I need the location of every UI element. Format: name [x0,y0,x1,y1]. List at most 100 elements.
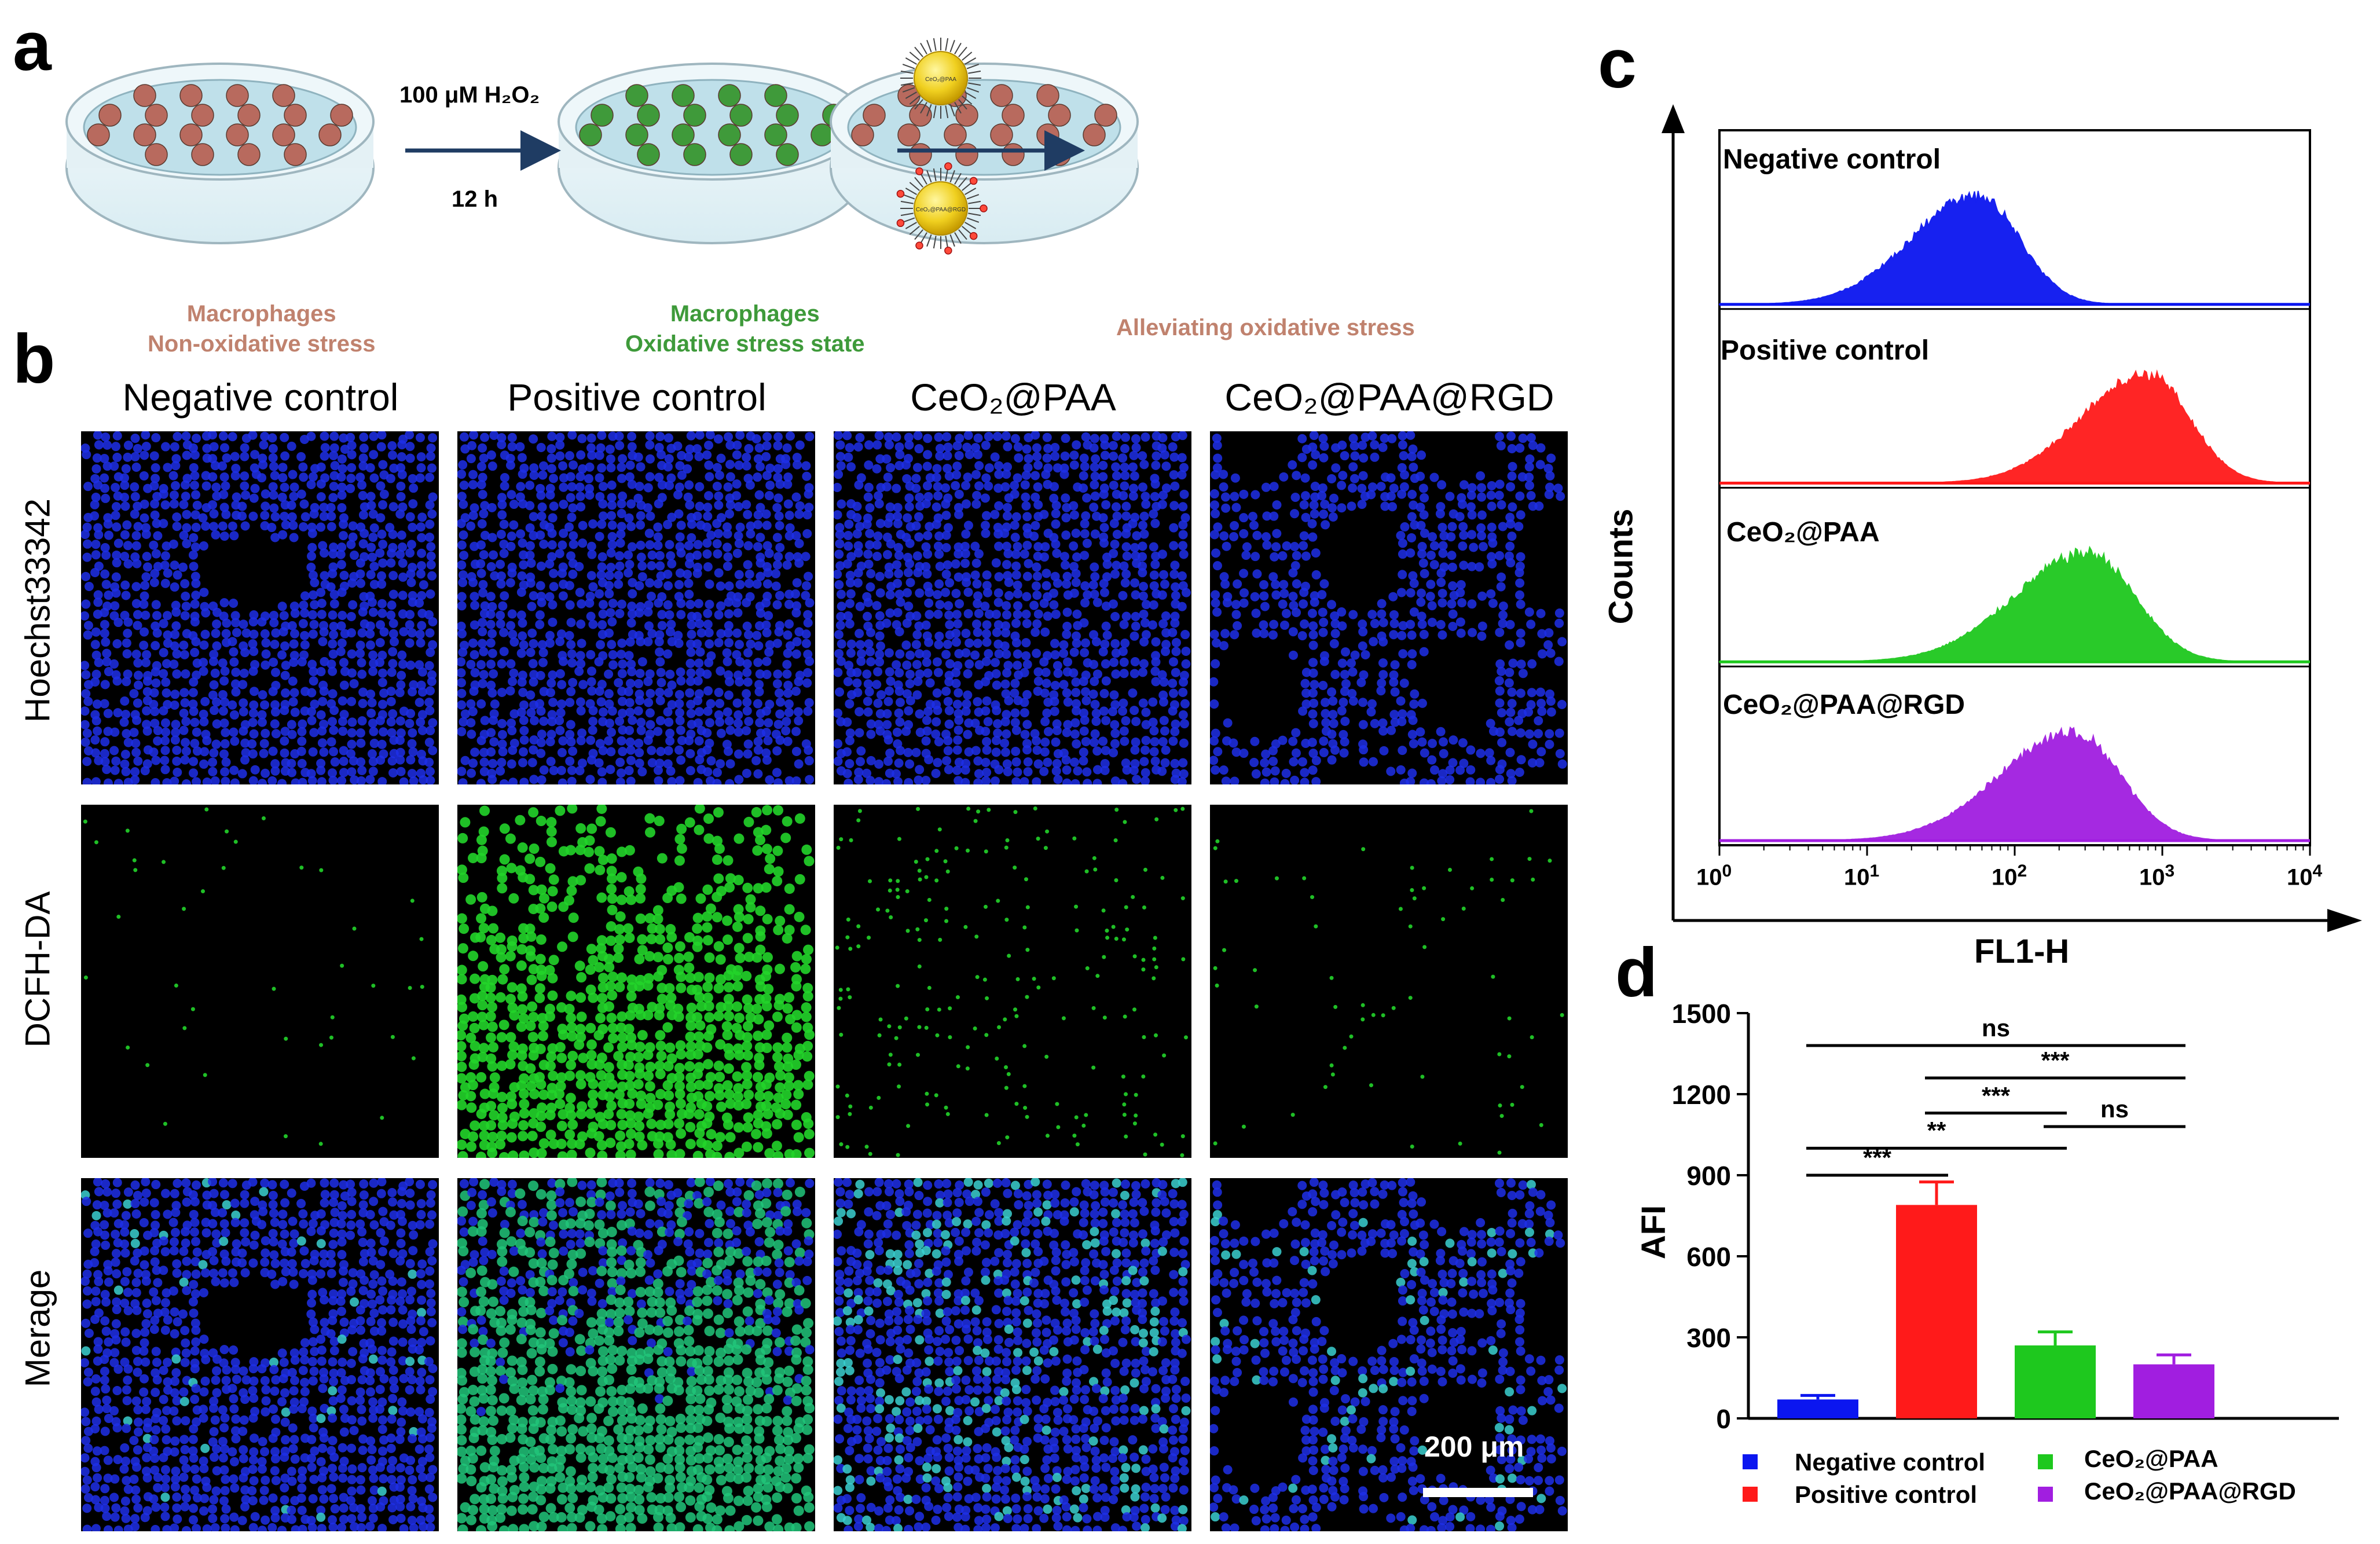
merged-cell [457,1414,467,1425]
nucleus [663,649,673,659]
merged-cell [604,1318,614,1327]
merged-cell [308,1494,318,1503]
merged-cell [606,1386,617,1397]
nucleus [753,658,763,668]
merged-cell [724,1384,735,1395]
nucleus [208,690,218,700]
nucleus [703,503,713,512]
nucleus [112,453,122,463]
nucleus [479,670,489,680]
nucleus [791,589,801,599]
nucleus [628,716,637,725]
merged-cell [802,1364,813,1375]
merged-cell [666,1220,676,1230]
nucleus [249,493,259,503]
merged-cell [347,1464,357,1474]
nucleus [149,540,159,550]
ros-signal [724,1050,735,1061]
merged-cell [208,1178,218,1187]
ros-signal [613,943,624,954]
cell [863,104,886,127]
ros-signal [352,926,357,931]
nucleus [405,548,415,558]
nucleus [497,718,507,728]
nucleus [507,726,517,736]
nucleus [536,561,546,571]
nucleus [702,728,712,738]
merged-cell [178,1309,188,1319]
merged-cell [549,1315,559,1325]
nucleus [368,533,378,542]
ros-signal [753,1142,764,1153]
nucleus [260,431,270,441]
merged-cell [643,1230,653,1239]
merged-cell [307,1462,317,1472]
merged-cell [398,1305,408,1315]
ros-signal [791,981,802,992]
nucleus [732,698,742,708]
merged-cell [297,1505,307,1515]
merged-cell [229,1404,239,1414]
merged-cell [457,1316,468,1327]
ros-signal [645,1092,656,1103]
merged-cell [586,1197,597,1208]
polymer-chain [926,39,932,53]
nucleus [133,501,142,511]
nucleus [280,482,289,492]
nucleus [319,747,329,757]
nucleus [91,540,101,549]
merged-cell [547,1299,557,1308]
polymer-chain [945,38,949,51]
nucleus [151,600,161,610]
ros-signal [694,1128,705,1139]
ros-signal [732,1071,743,1082]
merged-cell [782,1189,793,1200]
nucleus [229,710,239,720]
nucleus [742,453,751,463]
nucleus [369,580,379,589]
merged-cell [426,1289,436,1299]
nucleus [326,503,336,512]
merged-cell [398,1406,408,1416]
nucleus [655,432,665,442]
merged-cell [340,1191,350,1201]
nucleus [754,641,764,651]
merged-cell [489,1178,499,1187]
merged-cell [160,1502,170,1512]
nucleus [529,470,539,480]
nucleus [357,765,367,775]
merged-cell [240,1218,250,1228]
nucleus [536,490,546,500]
nucleus [406,709,416,718]
ros-signal [733,904,744,915]
ros-signal [508,893,519,904]
ros-signal [584,846,595,857]
ros-signal [496,1032,507,1043]
nucleus [426,551,436,561]
nucleus [656,746,666,756]
merged-cell [606,1209,616,1219]
merged-cell [84,1328,94,1338]
nucleus [627,442,637,452]
ros-signal [802,1051,813,1062]
nucleus [558,778,567,784]
ros-signal [714,1072,725,1083]
merged-cell [159,1366,168,1376]
nucleus [397,650,407,660]
merged-cell [397,1277,406,1287]
nucleus [140,591,149,601]
nucleus [655,561,665,571]
nucleus [566,472,575,482]
ros-signal [614,934,625,945]
ros-signal [626,974,637,985]
merged-cell [388,1376,398,1385]
ros-signal [634,981,645,992]
nucleus [172,522,182,531]
ros-signal [145,1063,150,1068]
ros-signal [606,865,617,876]
merged-cell [673,1237,683,1246]
merged-cell [395,1256,405,1266]
panel-letter-c: c [1598,25,1637,102]
nucleus [753,510,763,520]
ros-signal [803,944,814,955]
